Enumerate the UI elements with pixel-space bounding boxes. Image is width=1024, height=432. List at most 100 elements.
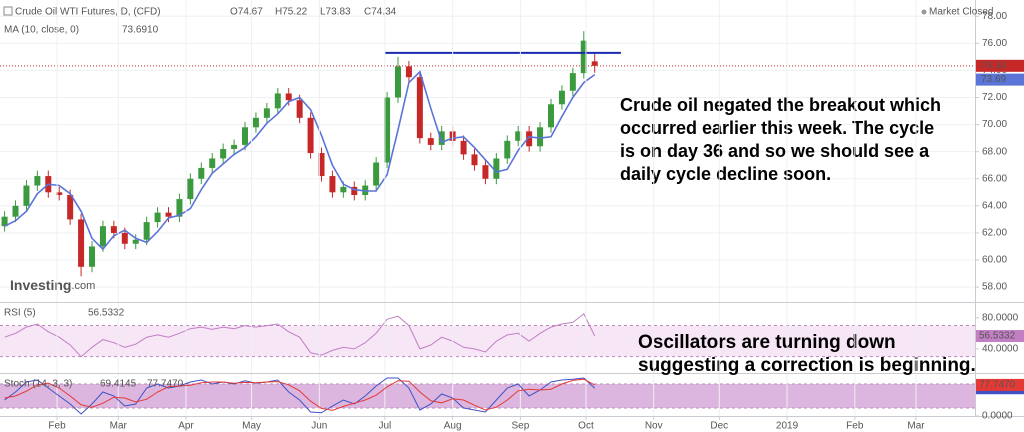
x-tick-label: Sep — [511, 421, 529, 432]
status-dot — [921, 9, 927, 15]
candle-body — [132, 239, 139, 244]
candle-body — [537, 127, 544, 147]
x-tick-label: Nov — [645, 421, 663, 432]
y-tick-label: 76.00 — [982, 38, 1007, 49]
legend-value: 69.4145 — [100, 379, 137, 390]
candle-body — [1, 216, 8, 227]
candle-body — [252, 117, 259, 128]
x-tick-label: Apr — [178, 421, 194, 432]
candle-body — [471, 154, 478, 166]
y-tick-label: 70.00 — [982, 119, 1007, 130]
candle-body — [99, 226, 106, 247]
panel-title: RSI (5) — [4, 308, 36, 319]
candle-body — [427, 138, 434, 145]
candle-body — [405, 66, 412, 78]
legend-value: 73.6910 — [122, 25, 159, 36]
value-tag-label: 77.7470 — [979, 380, 1016, 391]
x-tick-label: Oct — [578, 421, 594, 432]
panel-title: Stoch (14, 3, 3) — [4, 379, 72, 390]
ma-tag — [976, 73, 1024, 86]
y-tick-label: 0.0000 — [982, 411, 1013, 422]
collapse-icon[interactable] — [3, 6, 13, 16]
annotation: occurred earlier this week. The cycle — [620, 118, 934, 138]
ohlc-label: O74.67 — [230, 7, 263, 18]
candle-body — [176, 199, 183, 217]
y-tick-label: 60.00 — [982, 255, 1007, 266]
logo-part: .com — [71, 280, 95, 292]
value-tag — [976, 378, 1024, 391]
x-tick-label: Mar — [907, 421, 925, 432]
value-tag-label: 56.5332 — [979, 331, 1016, 342]
candle-body — [263, 108, 270, 118]
candle-body — [220, 148, 227, 159]
candle-body — [318, 153, 325, 177]
candle-body — [78, 219, 85, 267]
candle-body — [154, 212, 161, 223]
candle-body — [329, 176, 336, 193]
y-tick-label: 66.00 — [982, 173, 1007, 184]
x-tick-label: Jul — [378, 421, 391, 432]
candle-body — [209, 158, 216, 168]
candle-body — [89, 246, 96, 267]
y-tick-label: 72.00 — [982, 92, 1007, 103]
ohlc-label: L73.83 — [320, 7, 351, 18]
legend-value: 77.7470 — [147, 379, 184, 390]
candle-body — [242, 127, 249, 145]
panel: 58.00 60.00 62.00 64.00 66.00 68.00 70.00 72.00… — [0, 7, 1024, 293]
candle-body — [187, 178, 194, 200]
candle-body — [482, 165, 489, 179]
x-tick-label: Jun — [311, 421, 327, 432]
candle-body — [67, 195, 74, 220]
oscillator-band — [0, 384, 975, 408]
legend-value: 56.5332 — [88, 308, 125, 319]
x-tick-label: Aug — [444, 421, 462, 432]
candle-body — [12, 205, 19, 217]
candle-body — [296, 100, 303, 118]
ohlc-label: H75.22 — [275, 7, 308, 18]
annotation: is on day 36 and so we should see a — [620, 141, 930, 161]
x-tick-label: May — [242, 421, 261, 432]
candle-body — [504, 140, 511, 159]
candle-body — [121, 232, 128, 244]
candle-body — [307, 117, 314, 154]
candle-body — [274, 93, 281, 109]
annotation: suggesting a correction is beginning. — [638, 355, 976, 376]
candle-body — [493, 158, 500, 179]
x-tick-label: 2019 — [776, 421, 799, 432]
candle-body — [526, 131, 533, 147]
annotation: Oscillators are turning down — [638, 332, 896, 353]
candle-body — [198, 167, 205, 179]
candle-body — [351, 186, 358, 196]
candle-body — [373, 162, 380, 186]
candle-body — [569, 73, 576, 91]
candle-body — [558, 90, 565, 105]
ma-tag-label: 73.69 — [981, 74, 1006, 85]
market-status: Market Closed — [929, 7, 993, 18]
panel: 80.0000 40.0000 56.5332 RSI (5) 56.5332 Oscil… — [0, 308, 1024, 376]
candle-body — [591, 61, 598, 66]
y-tick-label: 58.00 — [982, 282, 1007, 293]
y-tick-label: 68.00 — [982, 146, 1007, 157]
series-line — [4, 70, 596, 251]
ohlc-label: C74.34 — [364, 7, 397, 18]
series-line — [4, 377, 596, 415]
candle-body — [23, 185, 30, 206]
candle-body — [416, 77, 423, 139]
y-tick-label: 64.00 — [982, 200, 1007, 211]
candle-body — [515, 131, 522, 141]
x-tick-label: Mar — [110, 421, 128, 432]
candle-body — [231, 144, 238, 149]
price-tag — [976, 59, 1024, 72]
candle-body — [394, 66, 401, 98]
x-tick-label: Dec — [710, 421, 728, 432]
candle-body — [460, 140, 467, 155]
series-line — [4, 313, 596, 358]
candle-body — [285, 93, 292, 101]
legend-label: MA (10, close, 0) — [4, 25, 79, 36]
y-tick-label: 78.00 — [982, 11, 1007, 22]
candle-body — [34, 176, 41, 186]
y-tick-label: 80.0000 — [982, 312, 1019, 323]
candle-body — [580, 40, 587, 74]
